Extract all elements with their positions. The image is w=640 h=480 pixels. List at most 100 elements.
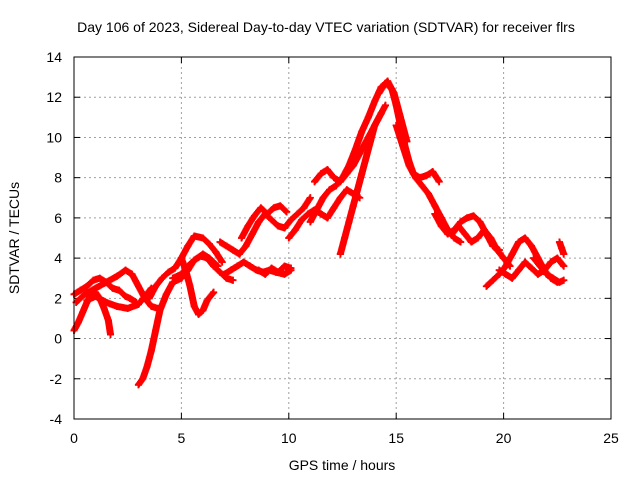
data-point: [422, 172, 430, 180]
data-point: [521, 234, 529, 242]
data-point: [91, 284, 99, 292]
data-point: [113, 302, 121, 310]
data-point: [281, 262, 289, 270]
data-point: [128, 270, 136, 278]
data-point: [190, 232, 198, 240]
y-tick-label: 6: [54, 210, 62, 226]
data-point: [345, 162, 353, 170]
data-point: [560, 250, 568, 258]
data-point: [435, 178, 443, 186]
data-point: [257, 204, 265, 212]
data-point: [126, 294, 134, 302]
data-point: [521, 258, 529, 266]
series-track-20: [448, 222, 514, 270]
data-point: [330, 204, 338, 212]
data-point: [190, 302, 198, 310]
data-point: [240, 258, 248, 266]
data-point: [405, 162, 413, 170]
data-point: [270, 204, 278, 212]
data-point: [358, 127, 366, 135]
data-point: [96, 274, 104, 282]
data-point: [250, 212, 258, 220]
data-point: [109, 284, 117, 292]
data-point: [354, 186, 362, 194]
data-point: [190, 256, 198, 264]
data-point: [381, 79, 389, 87]
series-track-7: [169, 252, 237, 284]
data-point: [515, 266, 523, 274]
data-point: [500, 254, 508, 262]
data-point: [339, 174, 346, 182]
data-point: [238, 234, 246, 242]
y-tick-label: 14: [46, 49, 62, 65]
data-point: [242, 242, 250, 250]
data-point: [528, 242, 536, 250]
data-point: [508, 274, 516, 282]
data-point: [291, 226, 299, 234]
x-axis-label: GPS time / hours: [289, 457, 396, 473]
data-point: [558, 244, 566, 252]
series-track-3: [72, 266, 162, 312]
data-point: [480, 226, 488, 234]
y-tick-label: 10: [46, 129, 62, 145]
data-point: [152, 327, 160, 335]
data-point: [536, 262, 544, 270]
data-point: [223, 242, 231, 250]
data-point: [235, 250, 243, 258]
x-tick-label: 25: [603, 430, 619, 446]
data-point: [227, 266, 235, 274]
data-point: [81, 290, 89, 298]
axis-ticks: 0 5 10 15 20 25 -4 -2 0 2 4 6 8 10 12 14: [46, 49, 619, 446]
data-point: [306, 194, 314, 202]
data-point: [364, 113, 372, 121]
data-point: [508, 250, 516, 258]
data-point: [467, 238, 475, 246]
data-point: [343, 186, 351, 194]
data-point: [429, 168, 437, 176]
data-point: [457, 218, 465, 226]
data-point: [199, 306, 207, 314]
series-track-8: [177, 254, 218, 318]
data-point: [134, 300, 142, 308]
data-point: [388, 85, 396, 93]
data-point: [287, 216, 295, 224]
data-point: [311, 178, 319, 186]
data-point: [450, 234, 458, 242]
series-track-12: [255, 262, 295, 278]
data-point: [122, 292, 130, 300]
data-point: [171, 264, 179, 272]
data-point: [83, 282, 91, 290]
data-point: [203, 254, 211, 262]
y-tick-label: -2: [50, 371, 63, 387]
x-tick-label: 5: [178, 430, 186, 446]
x-tick-label: 15: [388, 430, 404, 446]
data-point: [177, 254, 185, 262]
data-point: [454, 222, 462, 230]
data-point: [330, 174, 338, 182]
data-point: [362, 154, 370, 162]
data-point: [482, 282, 490, 290]
data-point: [143, 363, 151, 371]
data-point: [216, 268, 224, 276]
data-point: [493, 246, 501, 254]
data-point: [463, 214, 471, 222]
data-point: [283, 208, 291, 216]
data-point: [298, 216, 306, 224]
data-point: [104, 316, 112, 324]
data-point: [195, 310, 203, 318]
data-point: [560, 276, 568, 284]
y-tick-label: 8: [54, 170, 62, 186]
data-point: [317, 210, 325, 218]
data-point: [246, 262, 254, 270]
data-point: [212, 248, 220, 256]
data-point: [332, 182, 340, 190]
plot-frame: [73, 56, 612, 420]
data-point: [100, 304, 108, 312]
data-point: [158, 274, 166, 282]
data-point: [274, 222, 282, 230]
data-point: [107, 331, 115, 339]
data-point: [147, 302, 155, 310]
data-point: [555, 278, 563, 286]
data-point: [139, 375, 147, 383]
data-point: [186, 282, 194, 290]
